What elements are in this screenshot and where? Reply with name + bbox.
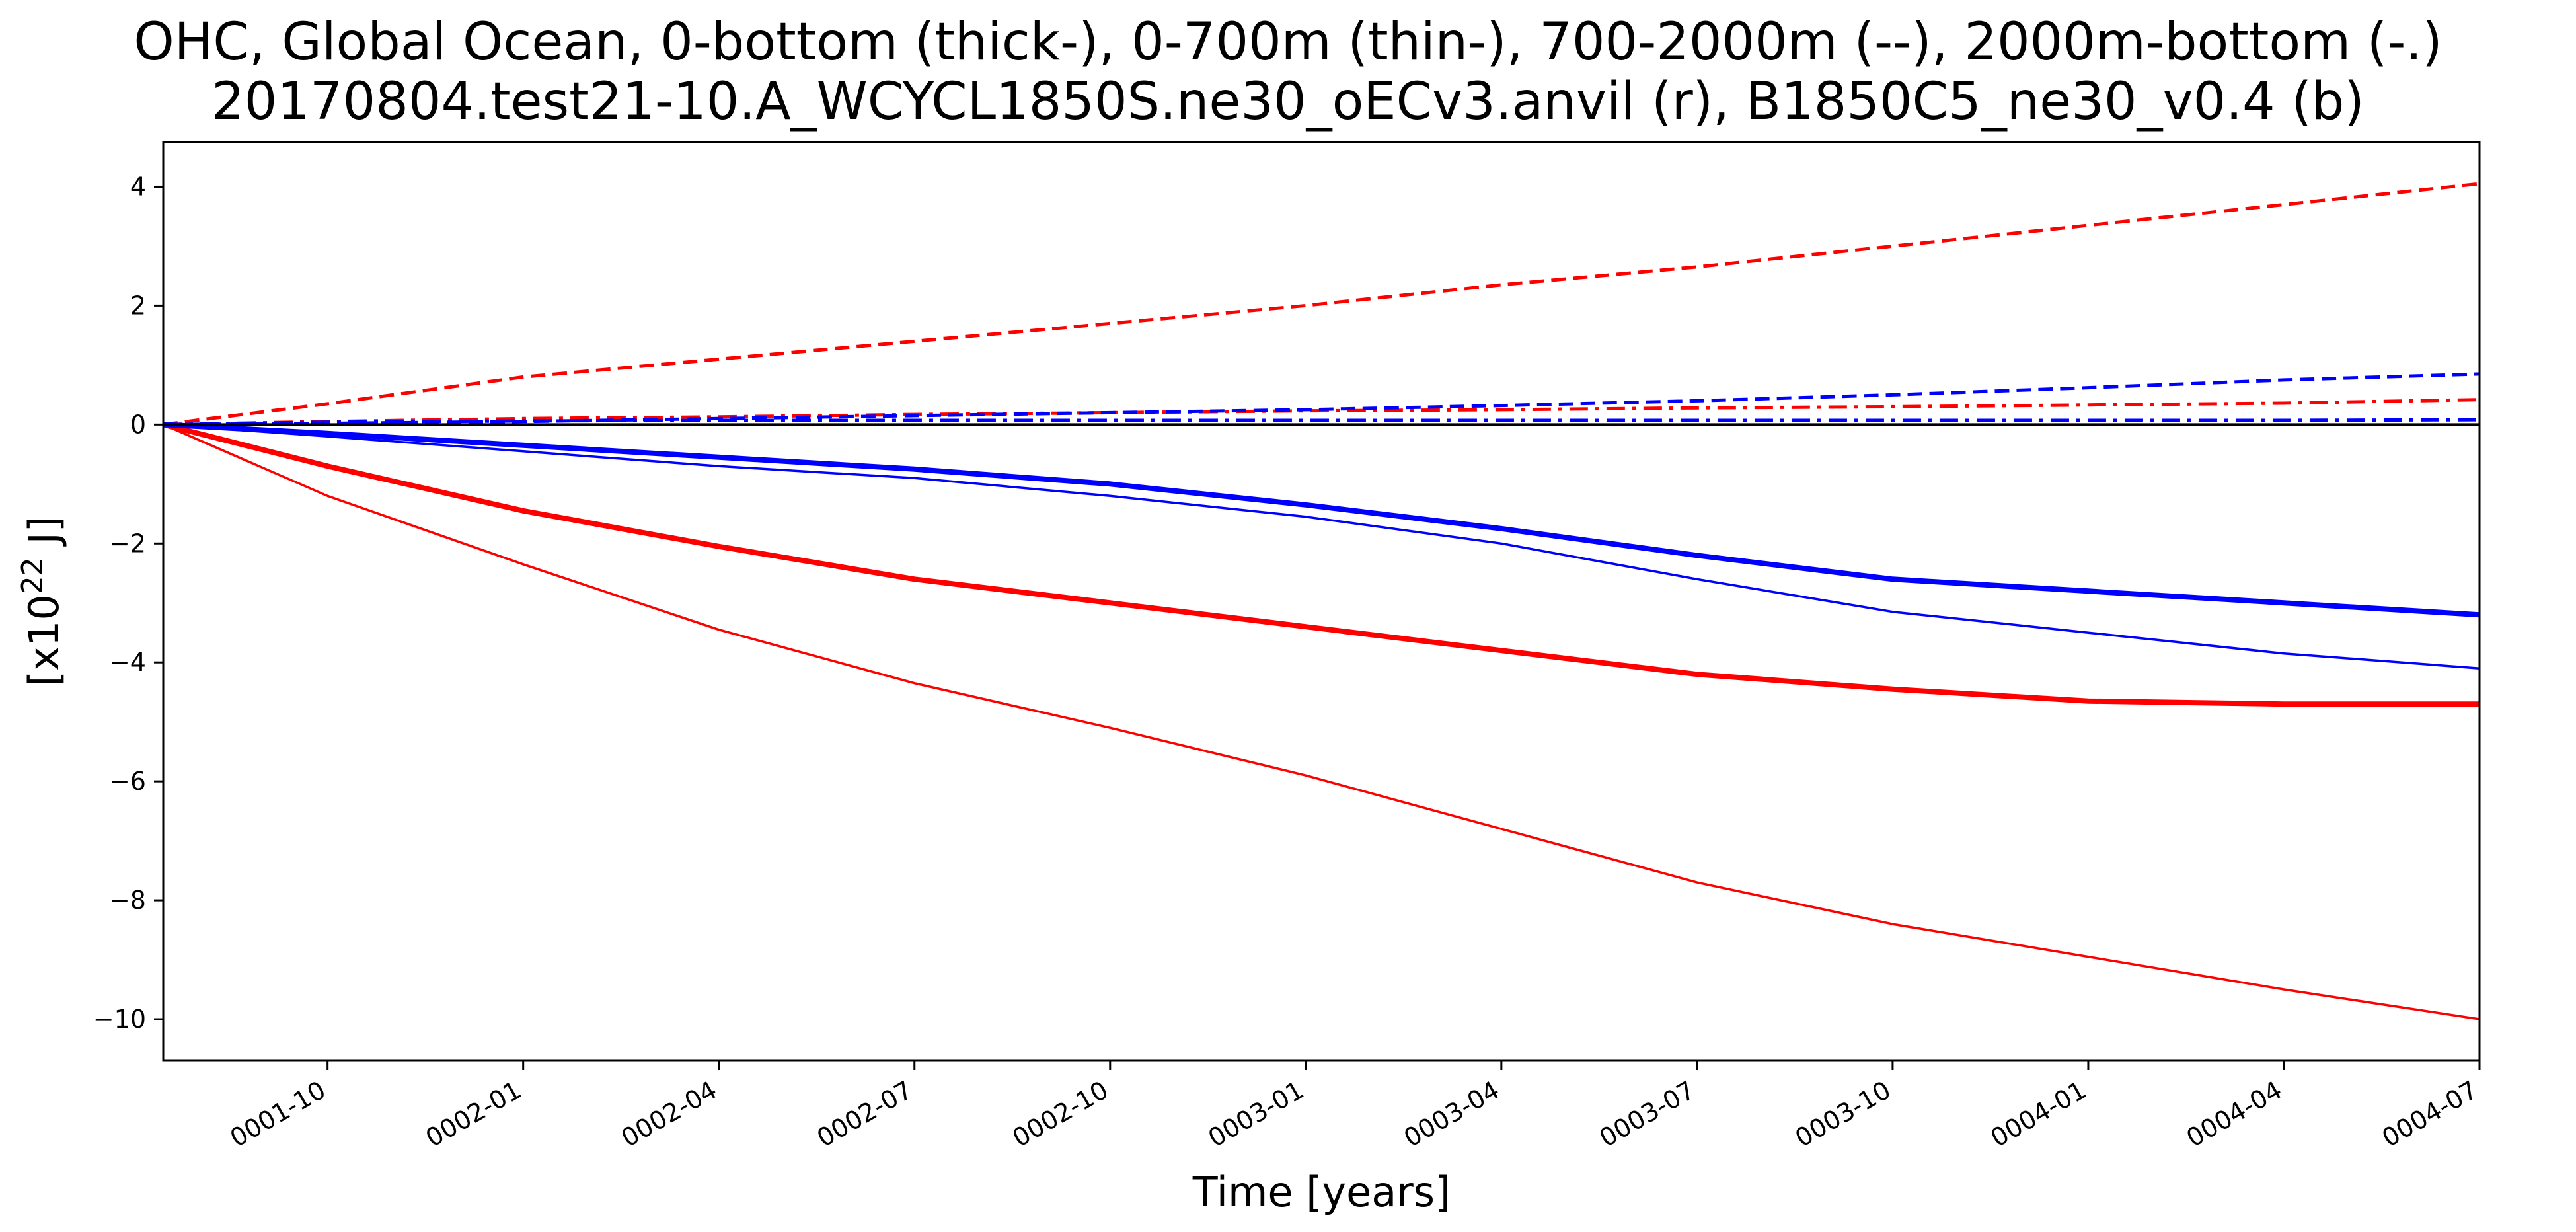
series-line-7 (163, 418, 2480, 426)
y-axis-label-suffix: J] (20, 516, 68, 557)
series-line-4 (163, 422, 2480, 618)
x-tick-label: 0003-10 (1790, 1075, 1896, 1153)
y-axis-label: [x1022 J] (16, 516, 68, 687)
chart-title-line-2: 20170804.test21-10.A_WCYCL1850S.ne30_oEC… (211, 72, 2365, 132)
x-tick-label: 0002-01 (421, 1075, 527, 1153)
y-tick-label: 4 (130, 172, 146, 201)
x-axis: 0001-10 0002-01 0002-04 0002-07 0002-10 0003-… (225, 1061, 2483, 1153)
x-tick-label: 0004-04 (2181, 1075, 2287, 1153)
y-axis-label-exponent: 22 (16, 557, 50, 594)
series-layer (163, 182, 2480, 1020)
x-tick-label: 0002-07 (812, 1075, 918, 1153)
series-line-1 (163, 423, 2480, 1020)
plot-frame (162, 141, 2481, 1062)
series-line-3 (163, 398, 2480, 426)
series-line-5 (163, 423, 2480, 670)
x-tick-label: 0001-10 (225, 1075, 331, 1153)
x-tick-label: 0002-04 (617, 1075, 722, 1153)
y-axis: 4 2 0 −2 −4 −6 −8 −10 (93, 172, 163, 1034)
chart-title-line-1: OHC, Global Ocean, 0-bottom (thick-), 0-… (133, 13, 2442, 72)
y-tick-label: −8 (109, 886, 146, 915)
series-line-6 (163, 372, 2480, 426)
series-line-2 (163, 182, 2480, 426)
x-tick-label: 0004-01 (1986, 1075, 2092, 1153)
y-tick-label: 2 (130, 291, 146, 320)
x-tick-label: 0003-04 (1399, 1075, 1505, 1153)
y-axis-label-prefix: [x10 (20, 594, 68, 687)
y-tick-label: −2 (109, 529, 146, 558)
x-tick-label: 0003-07 (1595, 1075, 1700, 1153)
x-tick-label: 0002-10 (1008, 1075, 1114, 1153)
y-tick-label: 0 (130, 410, 146, 439)
x-tick-label: 0004-07 (2377, 1075, 2483, 1153)
x-axis-label: Time [years] (1192, 1168, 1451, 1216)
y-tick-label: −4 (109, 648, 146, 677)
series-line-0 (163, 422, 2480, 707)
y-tick-label: −10 (93, 1005, 146, 1034)
y-tick-label: −6 (109, 767, 146, 796)
x-tick-label: 0003-01 (1203, 1075, 1309, 1153)
